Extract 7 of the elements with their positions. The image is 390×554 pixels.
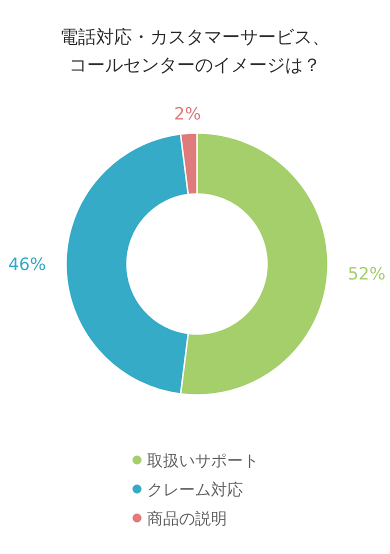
data-label: 46%: [8, 255, 46, 275]
legend-label: クレーム対応: [147, 480, 243, 499]
legend-label: 取扱いサポート: [147, 451, 259, 470]
chart-title: 電話対応・カスタマーサービス、コールセンターのイメージは？: [59, 26, 331, 78]
legend-label: 商品の説明: [147, 509, 227, 528]
data-label: 2%: [174, 104, 202, 124]
data-label: 52%: [348, 264, 386, 284]
